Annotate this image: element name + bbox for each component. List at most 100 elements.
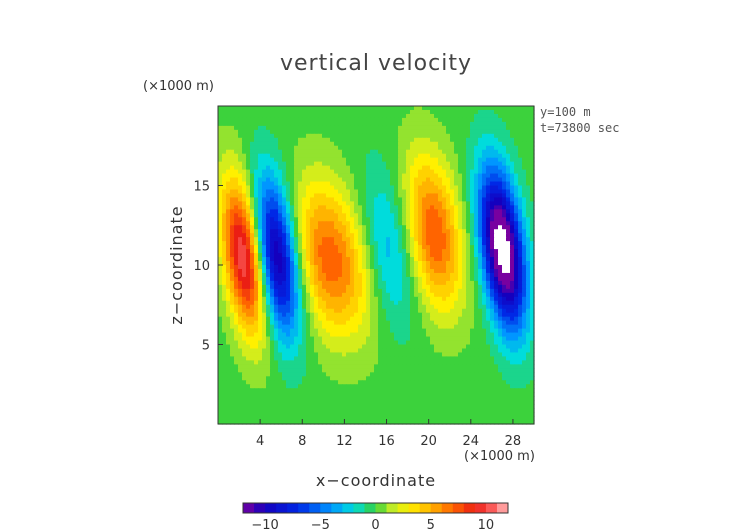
heatmap-cell: [466, 161, 471, 167]
heatmap-cell: [506, 117, 511, 123]
heatmap-cell: [426, 320, 431, 326]
heatmap-cell: [478, 161, 483, 167]
heatmap-cell: [490, 328, 495, 334]
heatmap-cell: [378, 141, 383, 147]
heatmap-cell: [374, 173, 379, 179]
heatmap-cell: [462, 153, 467, 159]
heatmap-cell: [306, 276, 311, 282]
heatmap-cell: [310, 161, 315, 167]
heatmap-cell: [298, 344, 303, 350]
heatmap-cell: [226, 149, 231, 155]
heatmap-cell: [430, 197, 435, 203]
heatmap-cell: [350, 340, 355, 346]
heatmap-cell: [346, 106, 351, 111]
heatmap-cell: [478, 185, 483, 191]
heatmap-cell: [366, 320, 371, 326]
heatmap-cell: [378, 300, 383, 306]
heatmap-cell: [458, 292, 463, 298]
heatmap-cell: [298, 296, 303, 302]
heatmap-cell: [358, 249, 363, 254]
heatmap-cell: [218, 217, 223, 222]
heatmap-cell: [502, 225, 507, 230]
heatmap-cell: [226, 233, 231, 238]
heatmap-cell: [322, 300, 327, 306]
heatmap-cell: [370, 181, 375, 187]
heatmap-cell: [462, 209, 467, 214]
heatmap-cell: [358, 125, 363, 131]
heatmap-cell: [478, 189, 483, 195]
heatmap-cell: [426, 209, 431, 214]
heatmap-cell: [442, 113, 447, 119]
heatmap-cell: [266, 173, 271, 179]
heatmap-cell: [354, 284, 359, 290]
heatmap-cell: [402, 261, 407, 266]
heatmap-cell: [438, 189, 443, 195]
heatmap-cell: [482, 205, 487, 210]
heatmap-cell: [498, 328, 503, 334]
heatmap-cell: [390, 261, 395, 266]
heatmap-cell: [354, 233, 359, 238]
heatmap-cell: [390, 280, 395, 286]
heatmap-cell: [498, 133, 503, 139]
heatmap-cell: [462, 257, 467, 262]
heatmap-cell: [330, 348, 335, 354]
heatmap-cell: [258, 276, 263, 282]
heatmap-cell: [270, 276, 275, 282]
heatmap-cell: [234, 185, 239, 191]
heatmap-cell: [242, 109, 247, 115]
heatmap-cell: [290, 169, 295, 175]
heatmap-cell: [414, 221, 419, 226]
heatmap-cell: [382, 344, 387, 350]
heatmap-cell: [386, 121, 391, 127]
heatmap-cell: [454, 288, 459, 294]
heatmap-cell: [522, 221, 527, 226]
heatmap-cell: [230, 265, 235, 270]
heatmap-cell: [502, 193, 507, 199]
heatmap-cell: [510, 352, 515, 358]
heatmap-cell: [286, 300, 291, 306]
heatmap-cell: [454, 189, 459, 195]
heatmap-cell: [242, 272, 247, 278]
heatmap-cell: [450, 125, 455, 131]
heatmap-cell: [354, 268, 359, 274]
heatmap-cell: [486, 272, 491, 278]
heatmap-cell: [246, 217, 251, 222]
heatmap-cell: [234, 213, 239, 218]
heatmap-cell: [398, 265, 403, 270]
heatmap-cell: [422, 304, 427, 310]
heatmap-cell: [366, 245, 371, 250]
heatmap-cell: [482, 197, 487, 203]
heatmap-cell: [258, 157, 263, 163]
heatmap-cell: [350, 113, 355, 119]
heatmap-cell: [450, 257, 455, 262]
heatmap-cell: [478, 221, 483, 226]
heatmap-cell: [302, 261, 307, 266]
heatmap-cell: [410, 145, 415, 151]
heatmap-cell: [382, 201, 387, 206]
heatmap-cell: [226, 161, 231, 167]
heatmap-cell: [302, 272, 307, 278]
heatmap-cell: [522, 133, 527, 139]
heatmap-cell: [414, 109, 419, 115]
heatmap-cell: [378, 265, 383, 270]
heatmap-cell: [254, 316, 259, 322]
heatmap-cell: [238, 109, 243, 115]
heatmap-cell: [390, 288, 395, 294]
heatmap-cell: [346, 165, 351, 171]
heatmap-cell: [422, 153, 427, 159]
heatmap-cell: [398, 225, 403, 230]
heatmap-cell: [298, 153, 303, 159]
heatmap-cell: [486, 137, 491, 143]
heatmap-cell: [514, 106, 519, 111]
heatmap-cell: [366, 225, 371, 230]
heatmap-cell: [390, 189, 395, 195]
heatmap-cell: [406, 213, 411, 218]
heatmap-cell: [458, 157, 463, 163]
heatmap-cell: [354, 197, 359, 203]
heatmap-cell: [302, 109, 307, 115]
heatmap-cell: [234, 352, 239, 358]
heatmap-cell: [526, 316, 531, 322]
heatmap-cell: [418, 185, 423, 191]
heatmap-cell: [510, 209, 515, 214]
heatmap-cell: [358, 213, 363, 218]
